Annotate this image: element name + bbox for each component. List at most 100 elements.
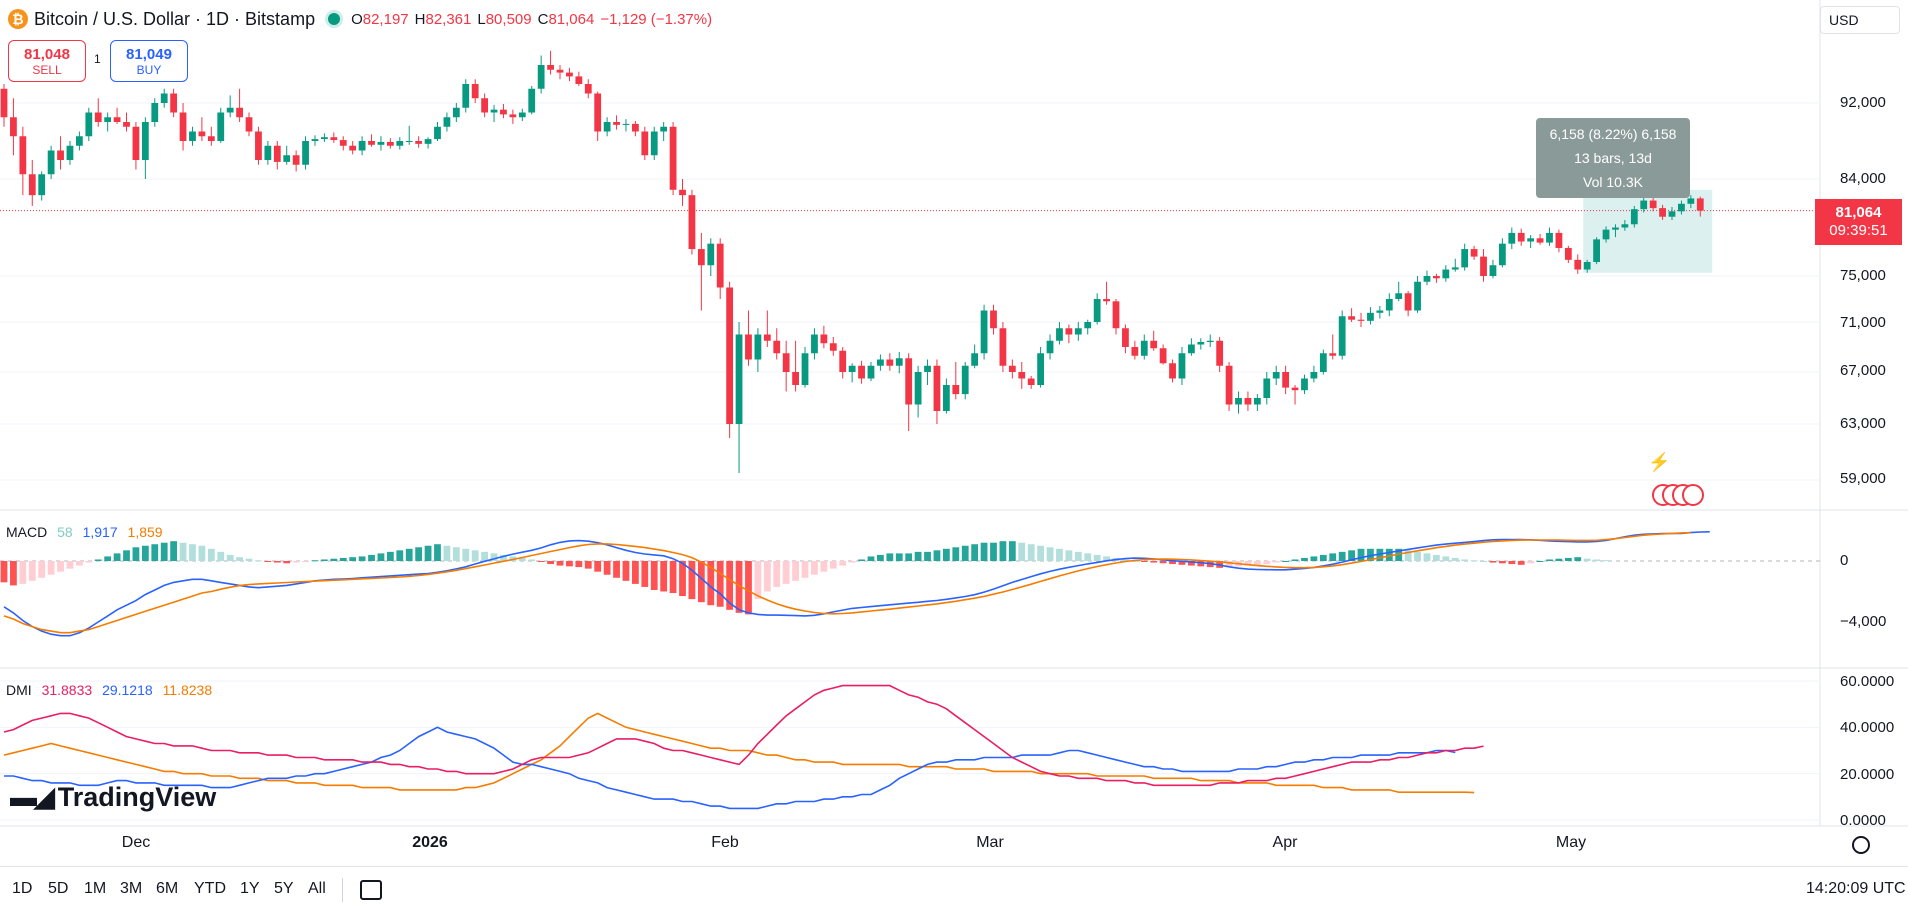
market-status-icon[interactable] <box>325 10 344 28</box>
price-tick: 63,000 <box>1840 415 1886 432</box>
candle-body <box>697 249 705 266</box>
symbol-title[interactable]: Bitcoin / U.S. Dollar · 1D · Bitstamp <box>34 8 316 29</box>
macd-legend[interactable]: MACD 58 1,917 1,859 <box>6 524 169 540</box>
candle-body <box>1517 232 1525 242</box>
candle-body <box>990 310 997 329</box>
macd-histogram-bar <box>811 561 818 575</box>
candle-body <box>1678 203 1685 212</box>
calendar-icon[interactable] <box>360 880 382 900</box>
candle-body <box>302 141 309 165</box>
macd-signal-value: 1,859 <box>127 524 163 540</box>
candle-body <box>170 93 178 113</box>
timeframe-1d[interactable]: 1D <box>12 880 33 897</box>
macd-histogram-bar <box>716 561 724 607</box>
symbol-header: ₿ Bitcoin / U.S. Dollar · 1D · Bitstamp … <box>8 6 718 32</box>
macd-histogram-bar <box>848 561 856 563</box>
candle-body <box>1404 293 1412 311</box>
macd-histogram-bar <box>236 557 243 561</box>
tradingview-logo[interactable]: ▬◢ TradingView <box>10 782 216 813</box>
candle-body <box>669 126 677 190</box>
buy-button[interactable]: 81,049 BUY <box>110 40 188 82</box>
candle-body <box>1065 328 1073 335</box>
currency-select[interactable]: USD <box>1820 6 1900 34</box>
order-quantity[interactable]: 1 <box>94 52 101 66</box>
candle-body <box>688 195 696 250</box>
macd-histogram-bar <box>311 560 319 562</box>
candle-body <box>1310 372 1318 379</box>
macd-histogram-bar <box>434 544 441 561</box>
macd-histogram-bar <box>85 561 93 563</box>
macd-histogram-bar <box>1037 545 1045 561</box>
sell-button[interactable]: 81,048 SELL <box>8 40 86 82</box>
macd-histogram-bar <box>1348 550 1355 561</box>
macd-histogram-bar <box>490 553 498 561</box>
candle-body <box>47 150 55 175</box>
settings-gear-icon[interactable] <box>1852 836 1870 854</box>
event-flash-icon[interactable]: ⚡ <box>1648 452 1671 472</box>
candle-body <box>1018 372 1026 379</box>
macd-histogram-bar <box>528 559 536 561</box>
candle-body <box>1329 353 1337 356</box>
candle-body <box>311 139 319 141</box>
candle-body <box>1027 378 1035 385</box>
candle-body <box>1687 198 1695 204</box>
dmi-legend[interactable]: DMI 31.8833 29.1218 11.8238 <box>6 682 218 698</box>
candle-body <box>386 141 394 146</box>
candle-body <box>1583 261 1591 270</box>
candle-body <box>1093 299 1101 322</box>
us-flag-icon[interactable] <box>1682 484 1704 506</box>
timeframe-5d[interactable]: 5D <box>48 880 69 897</box>
candle-body <box>500 109 507 115</box>
timeframe-5y[interactable]: 5Y <box>274 880 294 897</box>
timeframe-ytd[interactable]: YTD <box>194 880 226 897</box>
timeframe-6m[interactable]: 6M <box>156 880 179 897</box>
bitcoin-icon[interactable]: ₿ <box>8 9 28 29</box>
macd-histogram-bar <box>1008 541 1016 561</box>
candle-body <box>1253 398 1261 405</box>
timeframe-1m[interactable]: 1M <box>84 880 107 897</box>
utc-clock[interactable]: 14:20:09 UTC <box>1806 880 1906 897</box>
macd-histogram-bar <box>1159 561 1167 564</box>
candle-body <box>1056 328 1063 341</box>
macd-histogram-bar <box>537 561 545 562</box>
macd-histogram-bar <box>47 561 55 575</box>
plus-di-line <box>3 684 1484 787</box>
candle-body <box>1244 398 1252 405</box>
macd-histogram-bar <box>10 561 17 586</box>
macd-histogram-bar <box>330 558 338 561</box>
candle-body <box>85 112 93 137</box>
macd-histogram-bar <box>1480 561 1487 562</box>
macd-histogram-bar <box>1291 559 1299 561</box>
timeframe-1y[interactable]: 1Y <box>240 880 260 897</box>
macd-histogram-bar <box>1564 557 1572 561</box>
timeframe-all[interactable]: All <box>308 880 326 897</box>
candle-body <box>471 84 479 99</box>
macd-histogram-bar <box>1536 561 1544 562</box>
macd-histogram-bar <box>1018 542 1026 561</box>
timeframe-3m[interactable]: 3M <box>120 880 143 897</box>
candle-body <box>236 107 243 118</box>
macd-histogram-bar <box>424 545 432 561</box>
macd-histogram-bar <box>952 547 960 561</box>
candle-body <box>829 343 837 351</box>
candle-body <box>1263 378 1271 398</box>
macd-histogram-bar <box>396 550 404 561</box>
candle-body <box>716 243 724 288</box>
macd-histogram-bar <box>104 556 112 561</box>
macd-histogram-bar <box>1263 561 1271 565</box>
candle-body <box>650 131 658 156</box>
candle-body <box>405 141 413 142</box>
macd-histogram-bar <box>933 550 941 561</box>
candle-body <box>1423 276 1431 282</box>
macd-histogram-bar <box>839 561 847 566</box>
ohlc-low: L80,509 <box>477 10 532 28</box>
candle-body <box>801 353 809 385</box>
macd-histogram-bar <box>1140 561 1148 562</box>
macd-histogram-bar <box>452 547 460 561</box>
macd-histogram-bar <box>1433 554 1440 561</box>
candle-body <box>283 155 291 162</box>
macd-histogram-bar <box>0 561 8 583</box>
price-tick: 75,000 <box>1840 267 1886 284</box>
candle-body <box>1480 256 1487 276</box>
candle-body <box>905 358 913 405</box>
